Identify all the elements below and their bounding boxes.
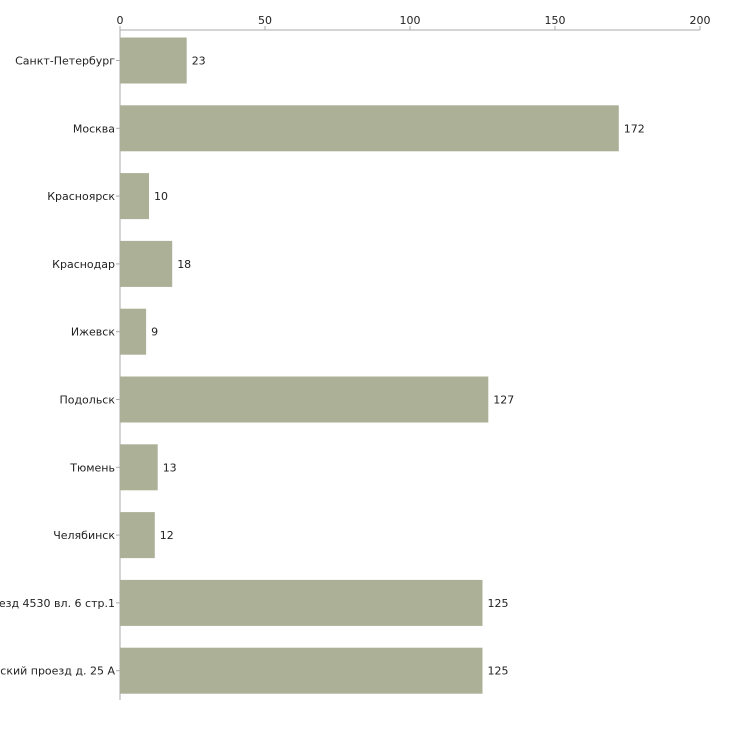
x-tick-label: 150	[545, 14, 566, 27]
bar	[120, 512, 155, 559]
bar	[120, 647, 483, 694]
category-label: Ижевск	[71, 326, 115, 339]
category-label: проезд 4530 вл. 6 стр.1	[0, 597, 115, 610]
bar	[120, 579, 483, 626]
value-label: 125	[488, 597, 509, 610]
bar	[120, 444, 158, 491]
x-tick-label: 100	[400, 14, 421, 27]
category-label: Подольск	[59, 394, 115, 407]
category-label: Челябинск	[53, 529, 115, 542]
category-label: Тюмень	[69, 461, 115, 474]
x-tick-label: 200	[690, 14, 711, 27]
category-label: Красноярск	[47, 190, 115, 203]
value-label: 127	[493, 394, 514, 407]
bar	[120, 37, 187, 84]
value-label: 125	[488, 665, 509, 678]
labels-layer: Санкт-Петербург 23 Москва 172 Красноярск 10 Кр…	[0, 55, 645, 678]
category-label: Москва	[73, 122, 115, 135]
bar	[120, 376, 489, 423]
x-tick-label: 50	[258, 14, 272, 27]
x-tick-label: 0	[117, 14, 124, 27]
value-label: 13	[163, 461, 177, 474]
value-label: 18	[177, 258, 191, 271]
value-label: 23	[192, 55, 206, 68]
bar	[120, 105, 619, 152]
bar	[120, 173, 149, 220]
category-label: Санкт-Петербург	[15, 55, 115, 68]
category-label: еский проезд д. 25 А	[0, 665, 115, 678]
bar	[120, 240, 173, 287]
value-label: 12	[160, 529, 174, 542]
bars-layer	[120, 37, 619, 694]
value-label: 9	[151, 326, 158, 339]
bar	[120, 308, 147, 355]
category-label: Краснодар	[52, 258, 115, 271]
value-label: 172	[624, 122, 645, 135]
value-label: 10	[154, 190, 168, 203]
